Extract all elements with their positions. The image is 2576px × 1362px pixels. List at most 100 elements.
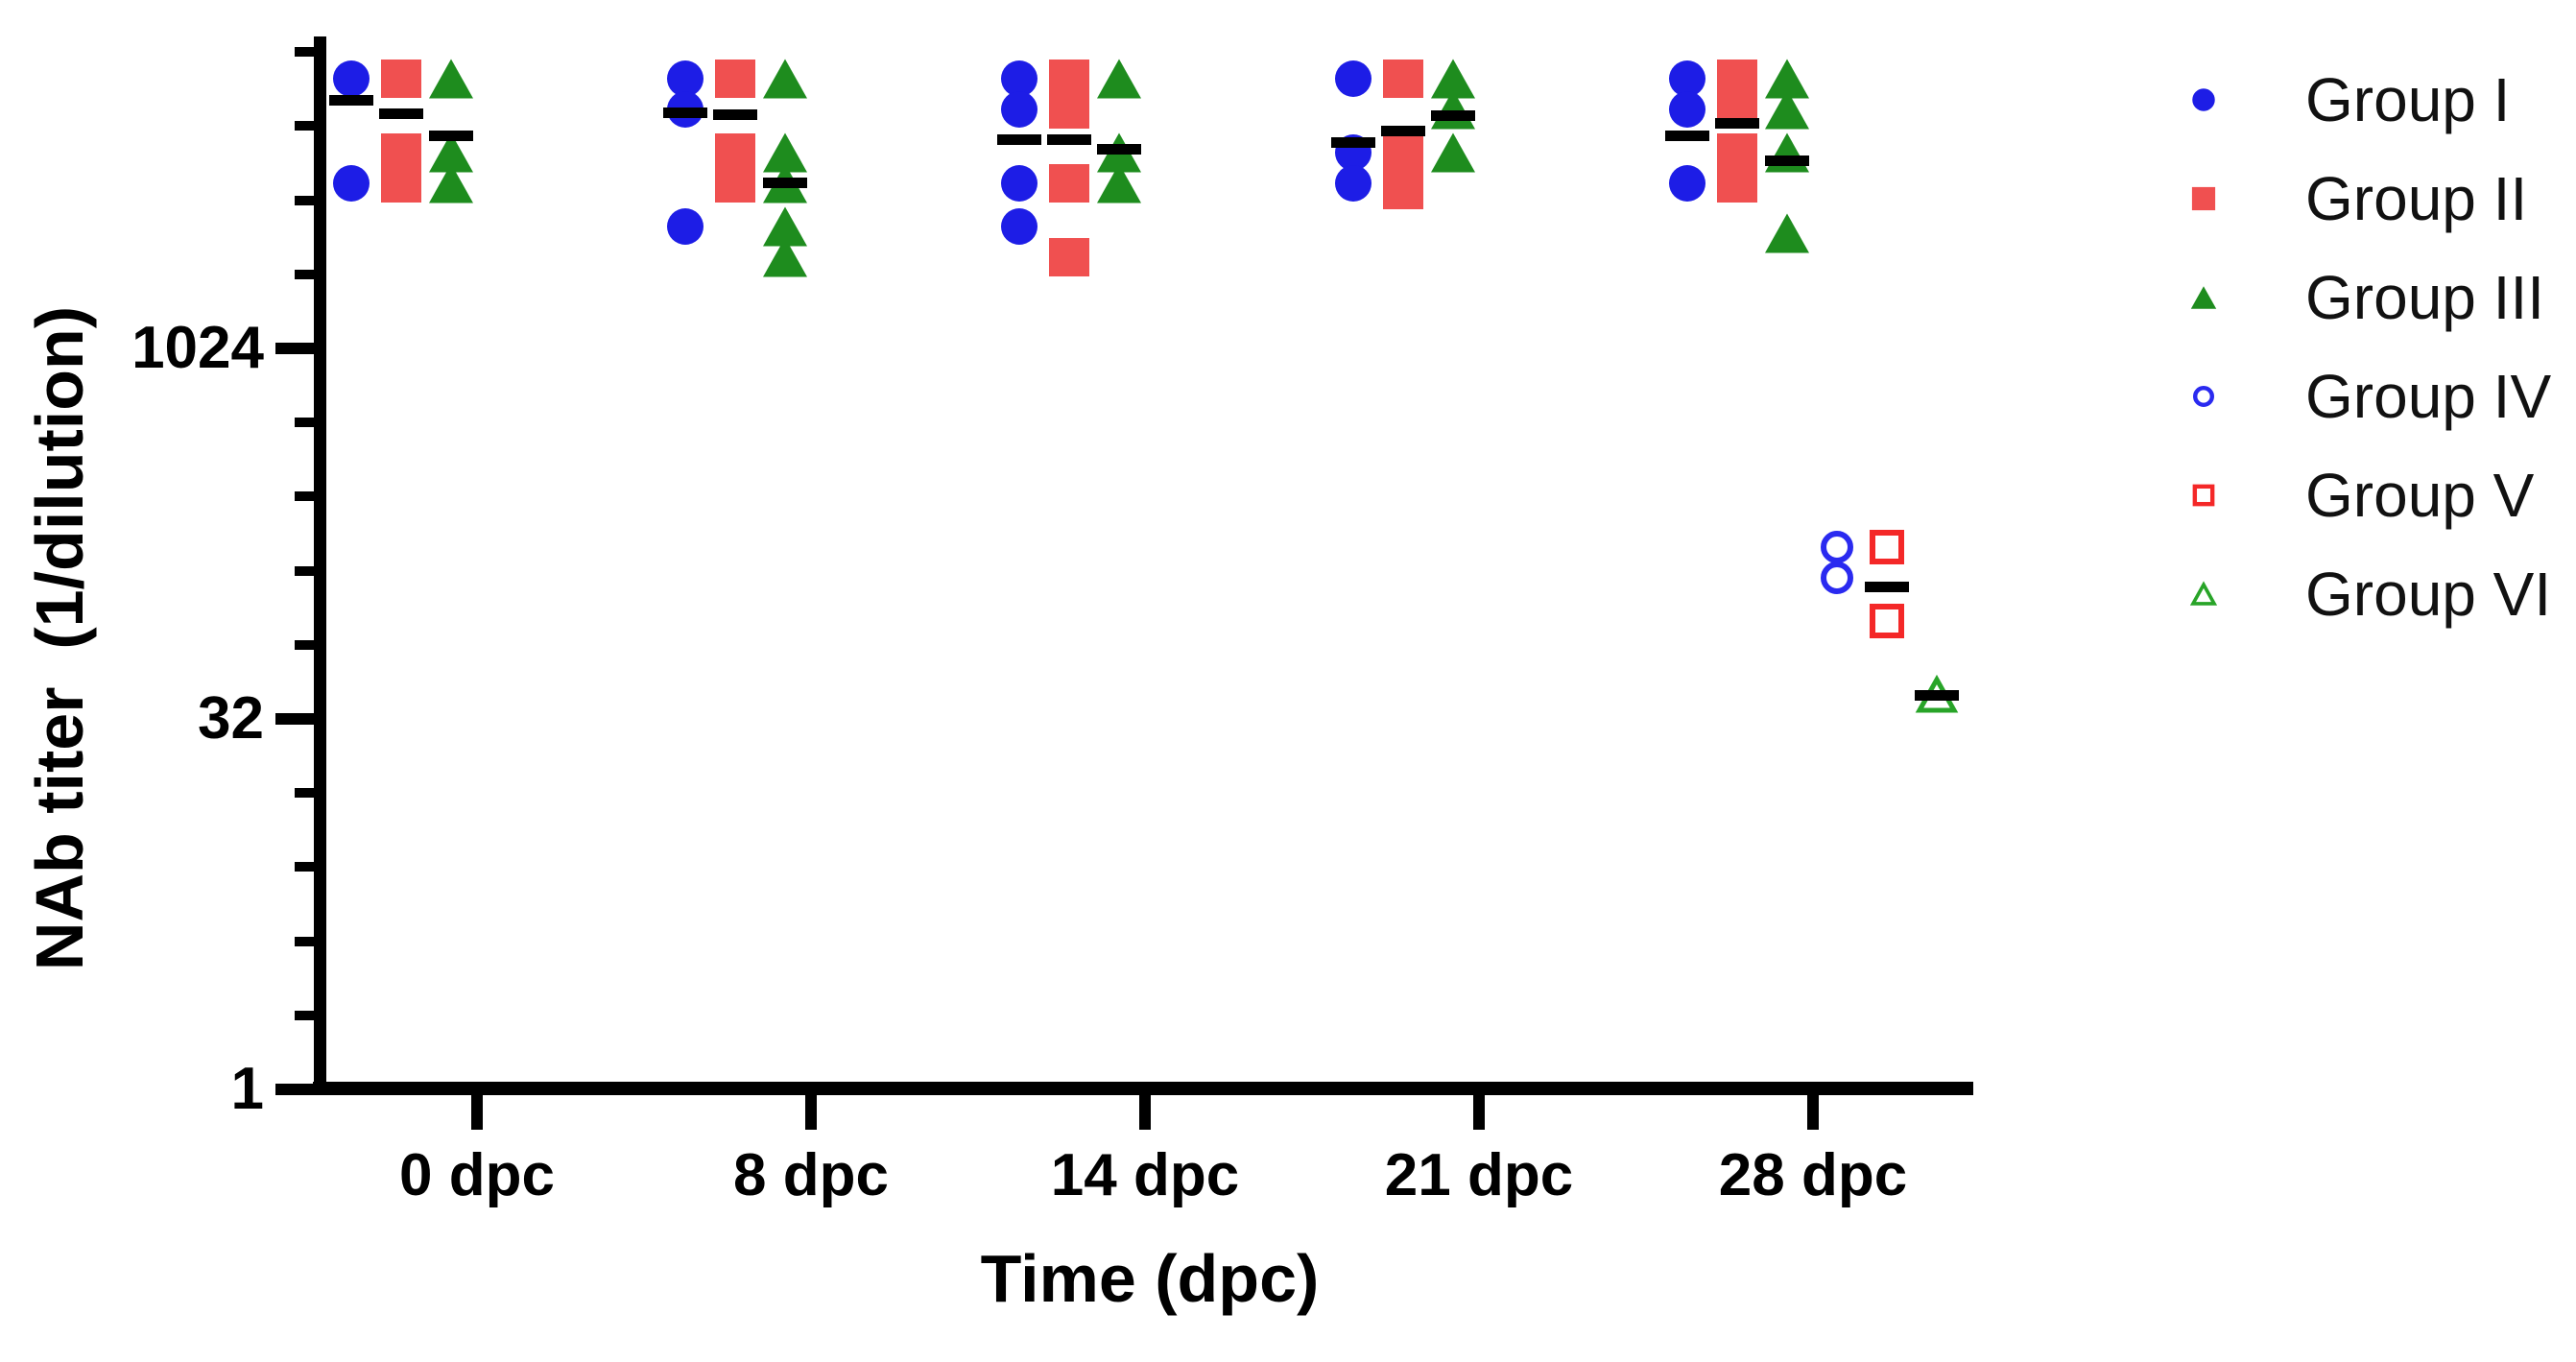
x-tick-label: 14 dpc	[1050, 1142, 1240, 1208]
data-point-triangle	[422, 50, 480, 108]
mean-line	[1665, 130, 1709, 141]
data-point-circle	[990, 50, 1048, 108]
legend-label: Group V	[2305, 461, 2535, 530]
x-tick-label: 8 dpc	[733, 1142, 889, 1208]
y-minor-tick	[295, 565, 320, 576]
mean-line	[1381, 126, 1425, 137]
x-tick	[1807, 1095, 1819, 1130]
data-point-square	[1374, 124, 1432, 181]
legend-item-group-1: Group I	[2140, 59, 2576, 141]
data-point-square	[1040, 228, 1098, 286]
filled-square-icon	[2182, 178, 2225, 220]
y-minor-tick	[295, 1010, 320, 1020]
data-point-triangle	[1090, 50, 1148, 108]
mean-line	[1047, 134, 1091, 146]
mean-line	[997, 134, 1041, 146]
data-point-triangle	[756, 228, 814, 286]
y-minor-tick	[295, 47, 320, 58]
mean-line	[763, 178, 807, 189]
y-minor-tick	[295, 862, 320, 872]
x-tick	[1473, 1095, 1485, 1130]
mean-line	[429, 130, 473, 141]
data-point-square	[706, 50, 764, 108]
y-axis-title: NAb titer (1/dilution)	[22, 305, 97, 971]
data-point-circle	[1658, 81, 1716, 138]
data-point-circle	[1324, 50, 1382, 108]
legend-item-group-4: Group IV	[2140, 355, 2576, 438]
data-point-circle	[1324, 155, 1382, 212]
y-minor-tick	[295, 491, 320, 502]
data-point-square	[372, 155, 430, 212]
data-point-square	[706, 155, 764, 212]
mean-line	[663, 107, 707, 118]
data-point-triangle	[1758, 50, 1816, 108]
y-tick-label: 32	[198, 685, 264, 752]
open-square-icon	[2182, 474, 2225, 516]
y-major-tick	[275, 713, 320, 725]
data-point-circle	[656, 198, 714, 255]
mean-line	[1715, 118, 1759, 130]
mean-line	[379, 108, 423, 119]
legend-label: Group I	[2305, 65, 2511, 134]
filled-circle-icon	[2182, 79, 2225, 121]
legend-item-group-6: Group VI	[2140, 553, 2576, 635]
data-point-triangle	[422, 155, 480, 212]
data-point-triangle	[1758, 81, 1816, 138]
legend-label: Group III	[2305, 263, 2544, 332]
legend: Group I Group II Group III Group IV Grou…	[2140, 0, 2576, 691]
open-circle-icon	[2182, 375, 2225, 418]
legend-item-group-2: Group II	[2140, 157, 2576, 240]
x-axis-title: Time (dpc)	[980, 1241, 1320, 1316]
y-tick-label: 1024	[131, 315, 264, 381]
x-tick	[805, 1095, 817, 1130]
open-triangle-icon	[2182, 573, 2225, 615]
x-tick-label: 21 dpc	[1384, 1142, 1574, 1208]
data-point-square	[1040, 81, 1098, 138]
data-point-triangle	[756, 50, 814, 108]
data-point-circle	[1658, 155, 1716, 212]
mean-line	[1765, 155, 1809, 167]
data-point-circle	[990, 81, 1048, 138]
y-major-tick	[275, 343, 320, 354]
data-point-square-open	[1858, 592, 1916, 650]
y-axis-line	[314, 36, 326, 1095]
data-point-circle	[322, 50, 380, 108]
data-point-circle	[322, 155, 380, 212]
legend-label: Group VI	[2305, 560, 2552, 629]
data-point-triangle	[1758, 204, 1816, 262]
y-major-tick	[275, 1084, 320, 1095]
data-point-triangle	[1424, 50, 1482, 108]
x-tick-label: 0 dpc	[399, 1142, 555, 1208]
mean-line	[713, 109, 757, 121]
data-point-circle	[1658, 50, 1716, 108]
legend-item-group-3: Group III	[2140, 256, 2576, 339]
data-point-triangle	[422, 124, 480, 181]
mean-line	[1431, 110, 1475, 122]
legend-label: Group II	[2305, 164, 2528, 233]
mean-line	[1097, 143, 1141, 155]
x-tick	[471, 1095, 483, 1130]
data-point-circle	[990, 198, 1048, 255]
y-minor-tick	[295, 195, 320, 205]
data-point-triangle	[756, 198, 814, 255]
legend-label: Group IV	[2305, 362, 2552, 431]
data-point-square	[1040, 155, 1098, 212]
y-minor-tick	[295, 418, 320, 428]
x-tick	[1139, 1095, 1151, 1130]
y-minor-tick	[295, 936, 320, 946]
mean-line	[1915, 689, 1959, 701]
data-point-square	[1374, 50, 1432, 108]
data-point-square	[1374, 161, 1432, 219]
data-point-triangle	[756, 124, 814, 181]
data-point-square	[1708, 155, 1766, 212]
mean-line	[1865, 581, 1909, 592]
y-minor-tick	[295, 639, 320, 650]
mean-line	[329, 95, 373, 107]
data-point-triangle	[1090, 155, 1148, 212]
x-axis-line	[313, 1082, 1973, 1095]
y-minor-tick	[295, 269, 320, 279]
mean-line	[1331, 137, 1375, 149]
filled-triangle-icon	[2182, 276, 2225, 319]
legend-item-group-5: Group V	[2140, 454, 2576, 537]
